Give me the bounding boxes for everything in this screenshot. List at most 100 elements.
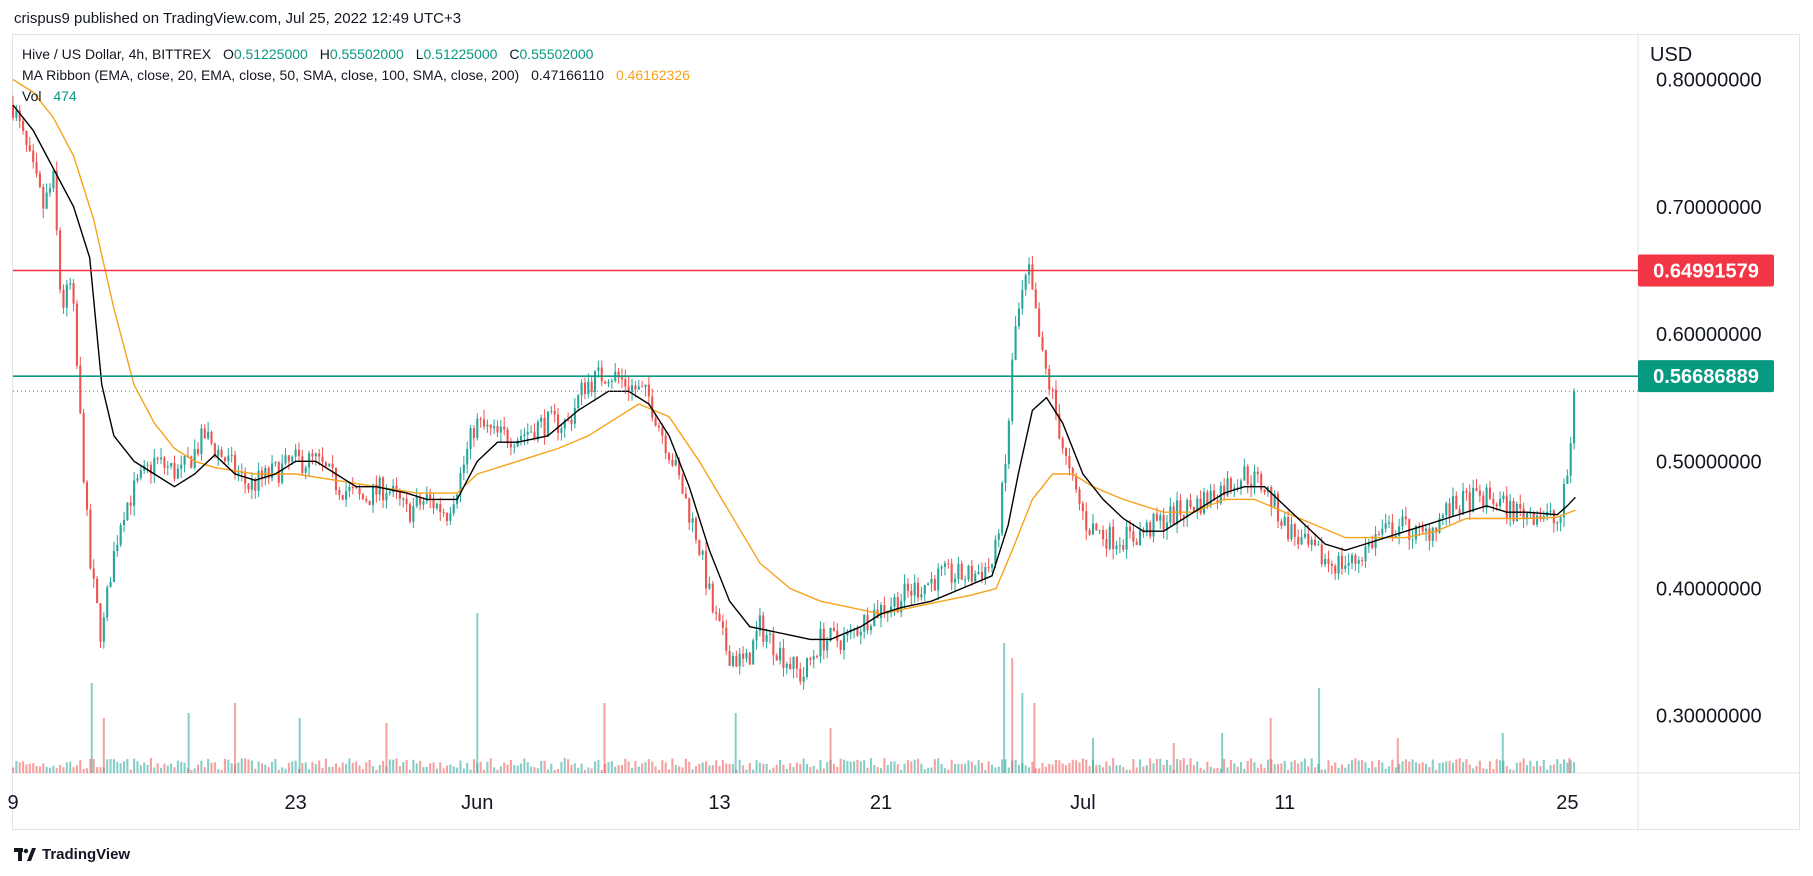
volume-bar (1229, 760, 1232, 773)
volume-bar (96, 767, 99, 773)
candle-body (1377, 534, 1380, 536)
legend-ma-row[interactable]: MA Ribbon (EMA, close, 20, EMA, close, 5… (22, 65, 690, 86)
volume-bar (634, 761, 637, 773)
volume-bar (126, 758, 129, 773)
volume-bar (15, 760, 18, 773)
candle-body (974, 573, 977, 582)
candle-body (122, 519, 126, 526)
volume-bar (1112, 758, 1115, 773)
volume-bar (284, 768, 287, 773)
candle-body (472, 428, 475, 439)
candle-body (816, 656, 819, 658)
candle-body (1320, 544, 1323, 565)
volume-bar (452, 766, 455, 773)
candle-body (11, 104, 15, 118)
candle-body (112, 551, 115, 582)
volume-bar (1014, 759, 1017, 773)
candle-body (927, 583, 930, 586)
volume-bar (748, 763, 751, 773)
volume-bar (503, 762, 506, 773)
candle-body (449, 513, 452, 521)
volume-bar (1344, 767, 1347, 773)
volume-bar (641, 763, 644, 773)
volume-bar (1492, 769, 1495, 773)
volume-bar (856, 759, 859, 773)
legend-vol-row[interactable]: Vol 474 (22, 86, 690, 107)
y-tick-label: 0.40000000 (1656, 579, 1762, 601)
volume-bar (1283, 760, 1286, 773)
volume-bar (1028, 767, 1031, 773)
candle-body (859, 631, 862, 636)
volume-bar (1031, 761, 1034, 773)
volume-bar (1034, 768, 1037, 773)
candle-body (1048, 368, 1051, 390)
volume-bar (69, 761, 72, 773)
volume-bar (38, 766, 41, 773)
volume-bar (143, 762, 146, 773)
tradingview-logo[interactable]: TradingView (14, 846, 130, 863)
volume-bar (671, 758, 674, 773)
volume-bar (943, 768, 946, 773)
volume-bar (853, 761, 856, 773)
volume-bar (1488, 761, 1492, 773)
candle-body (422, 501, 425, 505)
volume-bar (1186, 764, 1189, 773)
volume-bar (106, 759, 109, 773)
candle-body (1313, 539, 1317, 546)
ema50-line (12, 78, 1576, 615)
volume-bar (217, 769, 220, 773)
volume-bar (331, 766, 334, 773)
volume-bar (314, 763, 317, 773)
candle-body (842, 635, 846, 650)
candle-body (1243, 466, 1246, 481)
candle-body (795, 656, 798, 669)
candle-body (244, 472, 247, 484)
volume-bar (1485, 768, 1488, 773)
volume-bar (1182, 758, 1185, 773)
candle-body (291, 456, 294, 462)
candle-body (96, 578, 99, 604)
candle-body (1209, 490, 1212, 506)
candle-body (980, 571, 983, 580)
volume-bar (1189, 758, 1192, 773)
volume-bar (435, 768, 438, 773)
volume-bar (614, 766, 617, 773)
volume-bar (1482, 768, 1485, 773)
candle-body (493, 426, 496, 429)
candle-body (519, 435, 523, 441)
volume-bar (546, 769, 549, 773)
volume-bar (1125, 769, 1128, 773)
volume-bar (688, 761, 691, 773)
volume-bar (1192, 765, 1195, 773)
candle-body (1384, 523, 1387, 529)
candle-body (536, 421, 539, 440)
candle-body (1307, 533, 1310, 545)
volume-bar (738, 759, 741, 773)
candle-body (1505, 495, 1508, 518)
volume-bar (1041, 762, 1044, 773)
candle-body (1327, 558, 1330, 564)
time-axis[interactable]: 9 23 Jun 13 21 Jul 11 25 (7, 792, 1578, 814)
plot-area[interactable] (13, 35, 1638, 773)
volume-spike (1501, 733, 1504, 773)
legend-symbol-row[interactable]: Hive / US Dollar, 4h, BITTREX O0.5122500… (22, 44, 690, 65)
candle-body (419, 496, 422, 505)
volume-bar (1199, 767, 1202, 773)
candle-body (923, 585, 926, 595)
candle-body (785, 663, 788, 668)
volume-bar (1048, 763, 1051, 773)
volume-bar (1243, 768, 1246, 773)
volume-bar (1418, 763, 1421, 773)
volume-bar (65, 762, 68, 773)
candle-body (1411, 539, 1414, 541)
candle-body (893, 597, 896, 607)
candle-body (365, 499, 368, 502)
candle-body (1425, 528, 1428, 532)
volume-bar (1287, 769, 1290, 773)
chart-legend: Hive / US Dollar, 4h, BITTREX O0.5122500… (22, 44, 690, 107)
candle-body (947, 563, 950, 565)
candle-body (247, 483, 250, 490)
price-axis[interactable]: USD 0.80000000 0.70000000 0.60000000 0.50000… (1650, 44, 1762, 728)
volume-bar (176, 760, 179, 773)
